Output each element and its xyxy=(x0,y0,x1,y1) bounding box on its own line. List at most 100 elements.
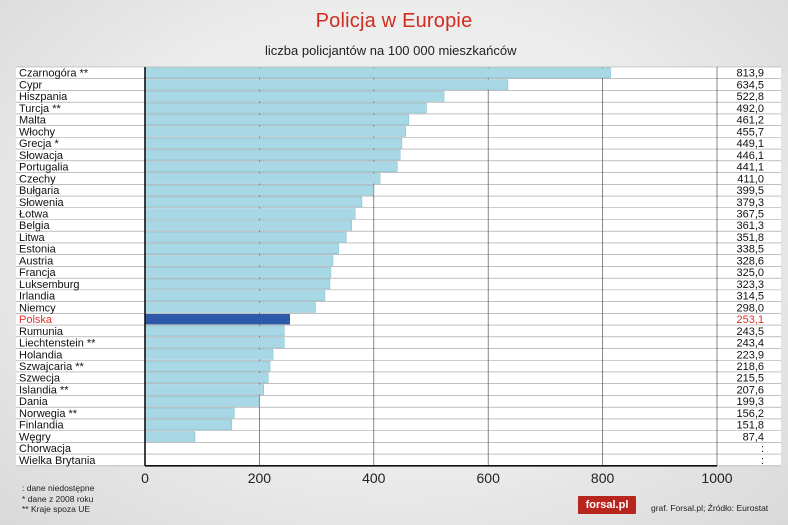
bar xyxy=(144,255,334,266)
category-label: Wielka Brytania xyxy=(19,455,96,467)
chart-title: Policja w Europie xyxy=(315,10,473,32)
category-label: Islandia ** xyxy=(19,384,69,396)
value-label: 351,8 xyxy=(736,232,764,244)
category-label: Austria xyxy=(19,255,54,267)
x-tick-label: 600 xyxy=(477,470,501,486)
value-label: 813,9 xyxy=(736,68,764,80)
value-label: 325,0 xyxy=(736,267,764,279)
footnote-unavailable: : dane niedostępne xyxy=(22,483,95,493)
value-label: 243,5 xyxy=(736,326,764,338)
bar xyxy=(144,396,260,407)
bar xyxy=(144,126,406,137)
category-label: Liechtenstein ** xyxy=(19,338,96,350)
value-label: 243,4 xyxy=(736,338,764,350)
category-label: Hiszpania xyxy=(19,91,68,103)
category-label: Norwegia ** xyxy=(19,408,78,420)
value-label: 634,5 xyxy=(736,79,764,91)
value-label: 455,7 xyxy=(736,126,764,138)
bar xyxy=(144,407,235,419)
category-label: Szwecja xyxy=(19,373,61,385)
source-credit: graf. Forsal.pl; Źródło: Eurostat xyxy=(651,503,769,513)
category-label: Węgry xyxy=(19,431,51,443)
value-label: 199,3 xyxy=(736,396,764,408)
bar xyxy=(144,337,285,348)
category-label: Cypr xyxy=(19,79,43,91)
category-label: Turcja ** xyxy=(19,103,61,115)
value-label: 328,6 xyxy=(736,255,764,267)
bar xyxy=(144,313,291,325)
bar xyxy=(144,196,363,208)
category-label: Belgia xyxy=(19,220,50,232)
x-tick-label: 0 xyxy=(141,470,149,486)
value-label: : xyxy=(761,443,764,455)
bar xyxy=(144,91,445,102)
bar xyxy=(144,360,271,372)
value-label: 156,2 xyxy=(736,408,764,420)
bar xyxy=(144,173,381,184)
value-label: 449,1 xyxy=(736,138,764,150)
category-label: Czechy xyxy=(19,173,56,185)
bar xyxy=(144,431,196,442)
category-label: Chorwacja xyxy=(19,443,72,455)
value-label: 253,1 xyxy=(736,314,764,326)
value-label: 223,9 xyxy=(736,349,764,361)
category-label: Dania xyxy=(19,396,49,408)
category-label: Polska xyxy=(19,314,53,326)
bar xyxy=(144,372,269,384)
category-label: Francja xyxy=(19,267,57,279)
category-label: Luksemburg xyxy=(19,279,80,291)
category-label: Finlandia xyxy=(19,420,65,432)
footnotes: : dane niedostępne * dane z 2008 roku **… xyxy=(22,483,94,515)
bar xyxy=(144,278,331,290)
forsal-logo: forsal.pl xyxy=(578,496,636,514)
category-label: Irlandia xyxy=(19,291,56,303)
value-label: : xyxy=(761,455,764,467)
category-label: Bułgaria xyxy=(19,185,60,197)
category-label: Portugalia xyxy=(19,162,69,174)
category-label: Estonia xyxy=(19,244,57,256)
chart-subtitle: liczba policjantów na 100 000 mieszkańcó… xyxy=(265,43,517,58)
bar xyxy=(144,349,274,360)
bar xyxy=(144,220,352,231)
category-label: Litwa xyxy=(19,232,46,244)
value-label: 215,5 xyxy=(736,373,764,385)
category-label: Grecja * xyxy=(19,138,59,150)
value-label: 207,6 xyxy=(736,384,764,396)
category-label: Holandia xyxy=(19,349,63,361)
value-label: 151,8 xyxy=(736,420,764,432)
bar xyxy=(144,384,264,395)
value-label: 399,5 xyxy=(736,185,764,197)
bar xyxy=(144,161,398,172)
category-label: Łotwa xyxy=(19,208,49,220)
bar xyxy=(144,325,285,337)
category-label: Niemcy xyxy=(19,302,56,314)
value-label: 411,0 xyxy=(737,173,764,185)
value-label: 314,5 xyxy=(736,291,764,303)
category-label: Słowenia xyxy=(19,197,65,209)
value-label: 361,3 xyxy=(736,220,764,232)
category-label: Szwajcaria ** xyxy=(19,361,85,373)
value-label: 446,1 xyxy=(736,150,764,162)
bar xyxy=(144,267,332,278)
value-label: 367,5 xyxy=(736,208,764,220)
value-label: 492,0 xyxy=(736,103,764,115)
category-label: Włochy xyxy=(19,126,56,138)
category-label: Malta xyxy=(19,115,47,127)
bar xyxy=(144,243,339,255)
value-label: 461,2 xyxy=(736,115,764,127)
value-label: 379,3 xyxy=(736,197,764,209)
value-label: 323,3 xyxy=(736,279,764,291)
value-label: 218,6 xyxy=(736,361,764,373)
x-tick-label: 200 xyxy=(248,470,272,486)
x-tick-label: 1000 xyxy=(701,470,732,486)
bar xyxy=(144,102,427,114)
x-tick-label: 400 xyxy=(362,470,386,486)
value-label: 522,8 xyxy=(736,91,764,103)
bar xyxy=(144,79,509,90)
bar xyxy=(144,184,374,196)
category-label: Słowacja xyxy=(19,150,64,162)
bar xyxy=(144,67,611,79)
bar xyxy=(144,231,347,243)
x-tick-label: 800 xyxy=(591,470,615,486)
